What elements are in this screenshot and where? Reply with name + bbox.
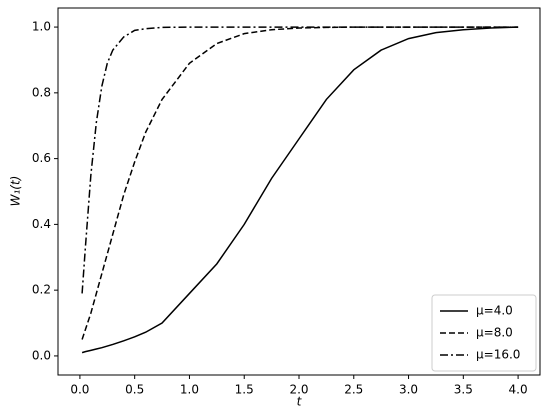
y-tick-label: 0.6: [32, 151, 51, 165]
x-tick-label: 1.5: [235, 383, 254, 397]
series-line: [81, 26, 519, 294]
x-tick-label: 0.0: [70, 383, 89, 397]
x-tick-label: 2.5: [344, 383, 363, 397]
x-axis-label: t: [297, 395, 303, 409]
y-axis-label: W₁(t): [9, 176, 23, 207]
y-tick-label: 1.0: [32, 20, 51, 34]
legend-box: [431, 294, 537, 372]
legend-label: μ=8.0: [476, 326, 513, 340]
series-line: [81, 26, 519, 354]
y-tick-label: 0.0: [32, 348, 51, 362]
y-tick-label: 0.4: [32, 217, 51, 231]
x-tick-label: 3.5: [454, 383, 473, 397]
series-line: [81, 26, 519, 340]
y-tick-label: 0.2: [32, 283, 51, 297]
x-tick-label: 2.0: [289, 383, 308, 397]
legend-label: μ=16.0: [476, 348, 520, 362]
y-tick-label: 0.8: [32, 85, 51, 99]
legend-label: μ=4.0: [476, 304, 513, 318]
x-tick-label: 1.0: [180, 383, 199, 397]
x-tick-label: 3.0: [399, 383, 418, 397]
x-tick-label: 0.5: [125, 383, 144, 397]
x-tick-label: 4.0: [509, 383, 528, 397]
